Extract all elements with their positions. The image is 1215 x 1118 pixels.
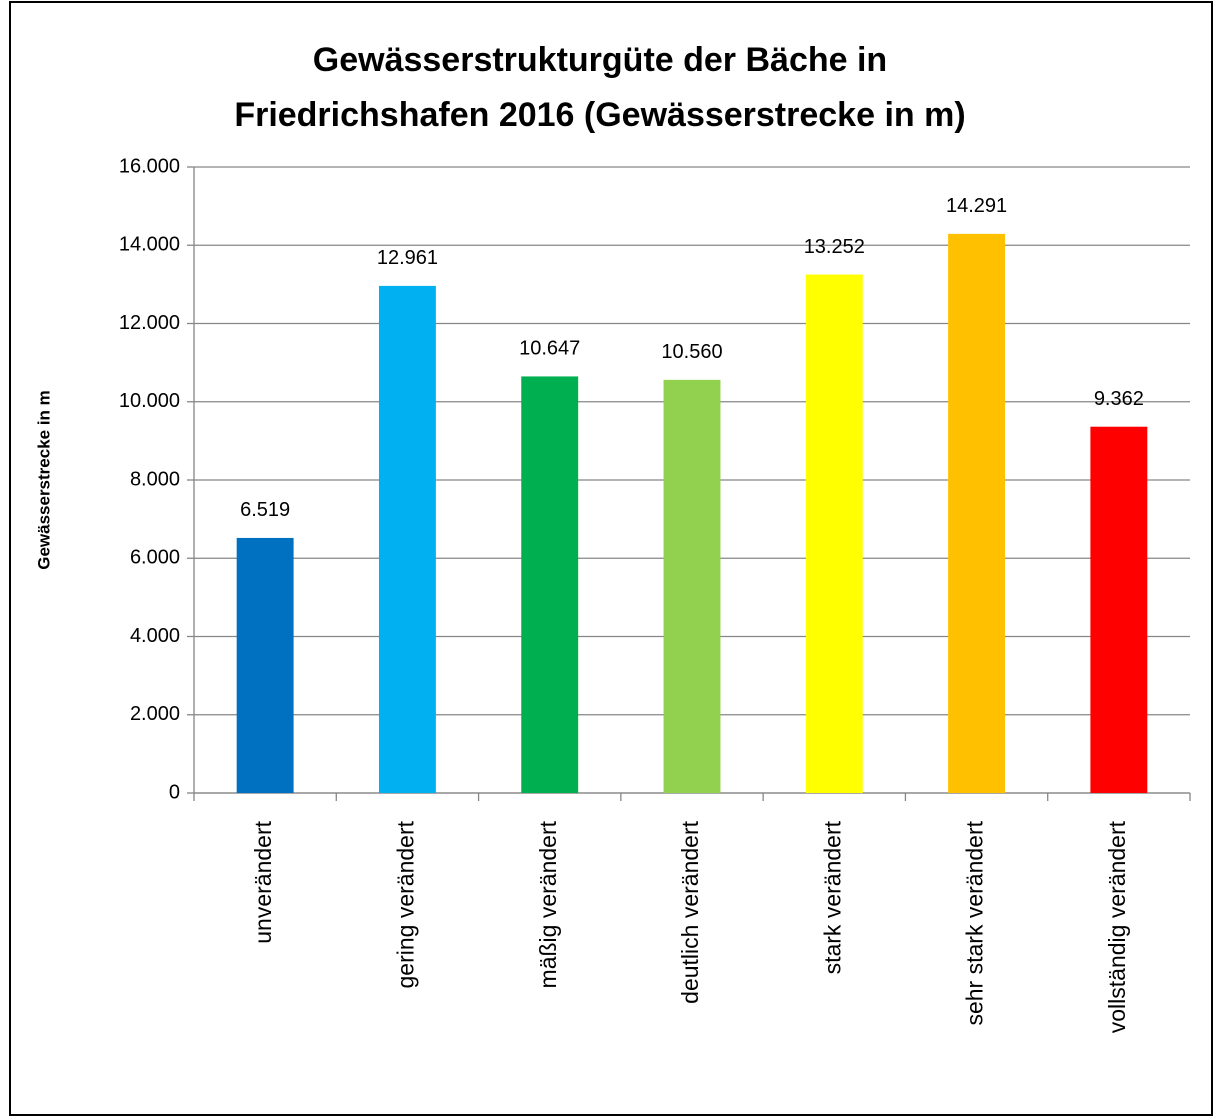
value-label: 10.560	[661, 341, 722, 363]
x-tick-label: vollständig verändert	[1104, 820, 1130, 1033]
chart-title: Gewässerstrukturgüte der Bäche in	[313, 41, 887, 79]
y-tick-label: 4.000	[130, 625, 180, 647]
x-tick-label: gering verändert	[393, 820, 419, 988]
bar	[378, 285, 436, 793]
bar	[805, 274, 863, 793]
y-tick-label: 10.000	[119, 390, 180, 412]
y-tick-label: 12.000	[119, 312, 180, 334]
value-label: 9.362	[1094, 388, 1144, 410]
bar	[236, 537, 294, 793]
bar	[521, 376, 579, 793]
value-label: 14.291	[946, 195, 1007, 217]
x-tick-label: deutlich verändert	[677, 820, 703, 1003]
value-label: 13.252	[804, 236, 865, 258]
bar	[663, 379, 721, 793]
y-tick-label: 16.000	[119, 155, 180, 177]
x-tick-label: mäßig verändert	[535, 820, 561, 988]
value-label: 10.647	[519, 338, 580, 360]
y-tick-label: 6.000	[130, 547, 180, 569]
x-tick-label: unverändert	[250, 820, 276, 943]
y-tick-label: 0	[169, 781, 180, 803]
x-tick-label: stark verändert	[819, 820, 845, 974]
value-label: 6.519	[240, 499, 290, 521]
x-tick-label: sehr stark verändert	[962, 820, 988, 1025]
y-tick-label: 14.000	[119, 234, 180, 256]
y-tick-label: 2.000	[130, 703, 180, 725]
bar	[1090, 426, 1148, 793]
y-axis-label: Gewässerstrecke in m	[34, 390, 53, 570]
bar	[948, 233, 1006, 793]
y-tick-label: 8.000	[130, 468, 180, 490]
value-label: 12.961	[377, 247, 438, 269]
chart-title: Friedrichshafen 2016 (Gewässerstrecke in…	[234, 96, 965, 134]
